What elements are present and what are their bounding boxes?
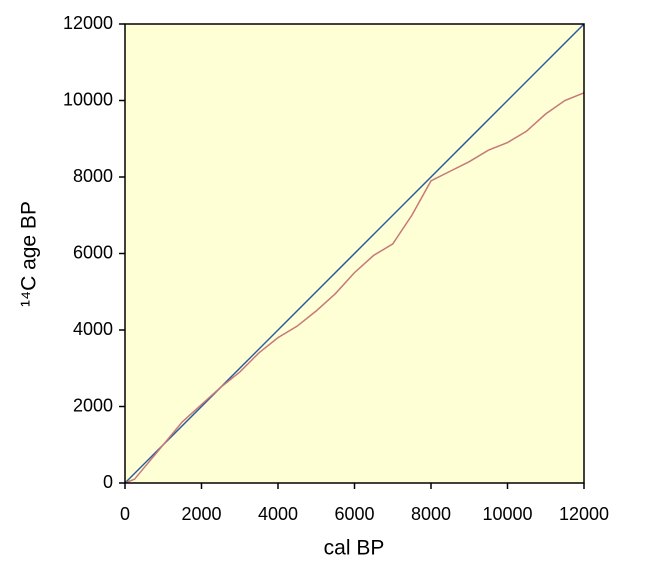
y-tick-label: 2000 [73,395,113,415]
x-tick-label: 8000 [411,504,451,524]
y-axis-title: ¹⁴C age BP [18,201,41,307]
x-tick-label: 4000 [258,504,298,524]
plot-frame [124,23,585,484]
y-tick-label: 12000 [63,13,113,33]
x-tick-label: 2000 [181,504,221,524]
x-tick-label: 6000 [334,504,374,524]
y-tick-label: 8000 [73,166,113,186]
x-tick-label: 0 [120,504,130,524]
x-tick-label: 10000 [482,504,532,524]
series-line [124,23,585,484]
y-tick-label: 0 [103,472,113,492]
x-axis-title: cal BP [324,537,385,560]
series-line [124,92,585,484]
x-tick-label: 12000 [559,504,609,524]
y-tick-label: 6000 [73,242,113,262]
y-tick-label: 10000 [63,89,113,109]
y-tick-label: 4000 [73,319,113,339]
